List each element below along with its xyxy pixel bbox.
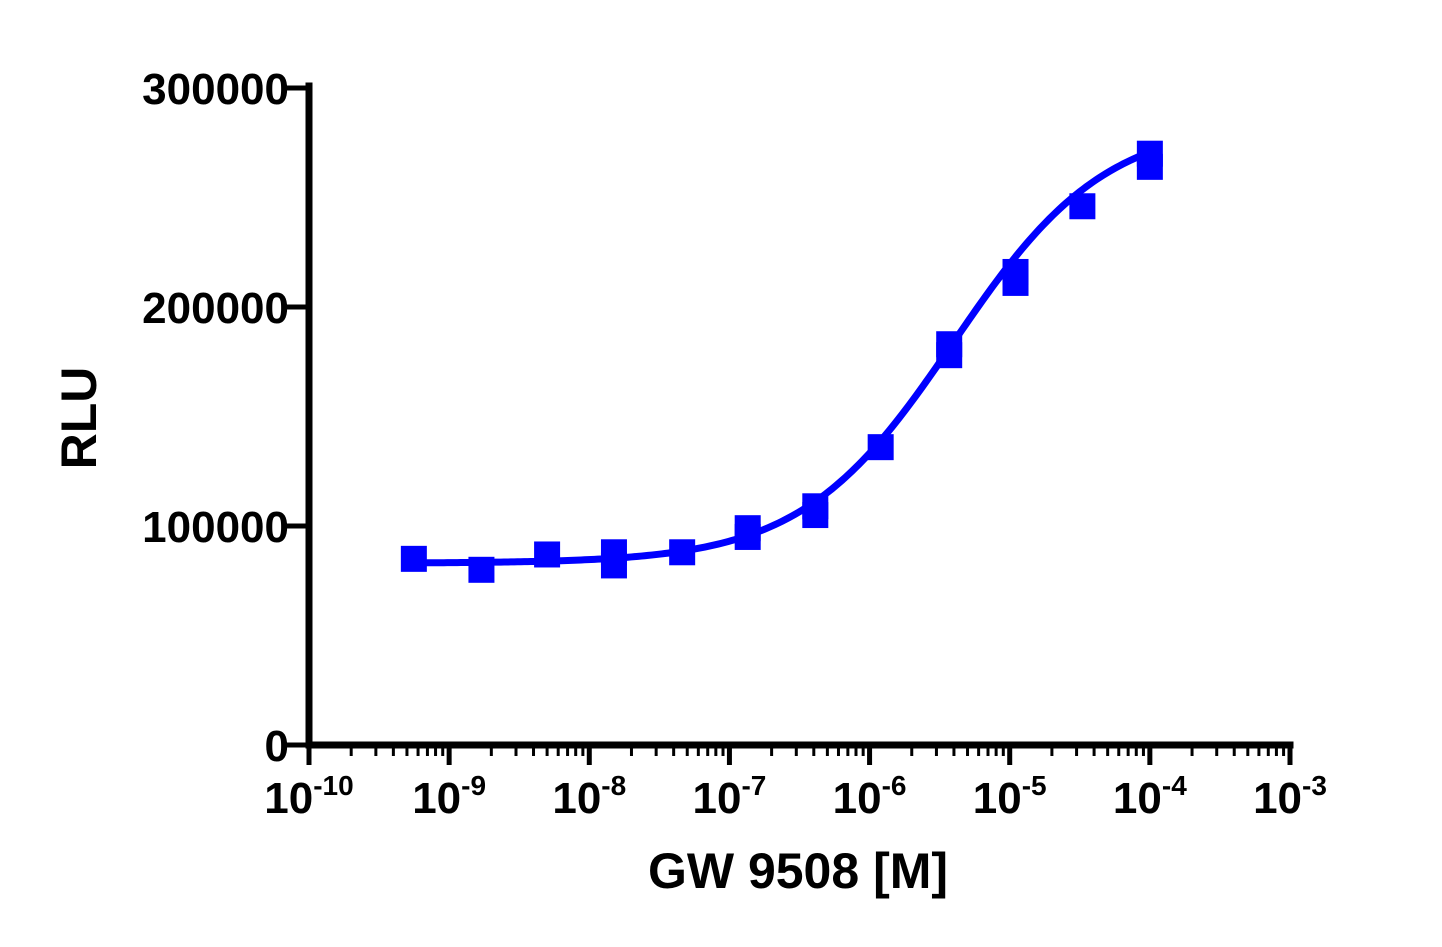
x-tick-label: 10-5: [973, 770, 1047, 823]
x-tick-label: 10-8: [552, 770, 626, 823]
data-point: [468, 556, 495, 583]
data-point: [936, 342, 963, 369]
data-point: [600, 552, 627, 579]
fit-curve: [410, 148, 1154, 567]
x-tick-label: 10-9: [412, 770, 486, 823]
data-point: [1136, 153, 1163, 180]
x-ticks-layer: 10-10 10-9 10-8 10-7 10-6 10-5 10-4 10-3: [264, 745, 1327, 823]
x-tick-label: 10-10: [264, 770, 353, 823]
y-tick-label: 0: [265, 722, 289, 771]
y-ticks-layer: 0 100000 200000 300000: [142, 65, 309, 771]
x-tick-label: 10-6: [833, 770, 907, 823]
fit-curve-layer: [410, 148, 1154, 567]
data-point: [1002, 269, 1029, 296]
x-tick-label: 10-4: [1113, 770, 1187, 823]
data-point: [802, 502, 829, 529]
axes-layer: [305, 82, 1294, 749]
y-tick-label: 100000: [142, 503, 289, 552]
y-axis-label: RLU: [51, 367, 107, 470]
data-points-layer: [400, 140, 1163, 583]
y-tick-label: 300000: [142, 65, 289, 114]
data-point: [669, 539, 696, 566]
x-tick-label: 10-7: [692, 770, 766, 823]
x-axis-label: GW 9508 [M]: [648, 843, 948, 899]
data-point: [734, 523, 761, 550]
y-tick-label: 200000: [142, 284, 289, 333]
x-tick-label: 10-3: [1253, 770, 1327, 823]
data-point: [1069, 193, 1096, 220]
data-point: [867, 434, 894, 461]
data-point: [534, 541, 561, 568]
data-point: [400, 545, 427, 572]
